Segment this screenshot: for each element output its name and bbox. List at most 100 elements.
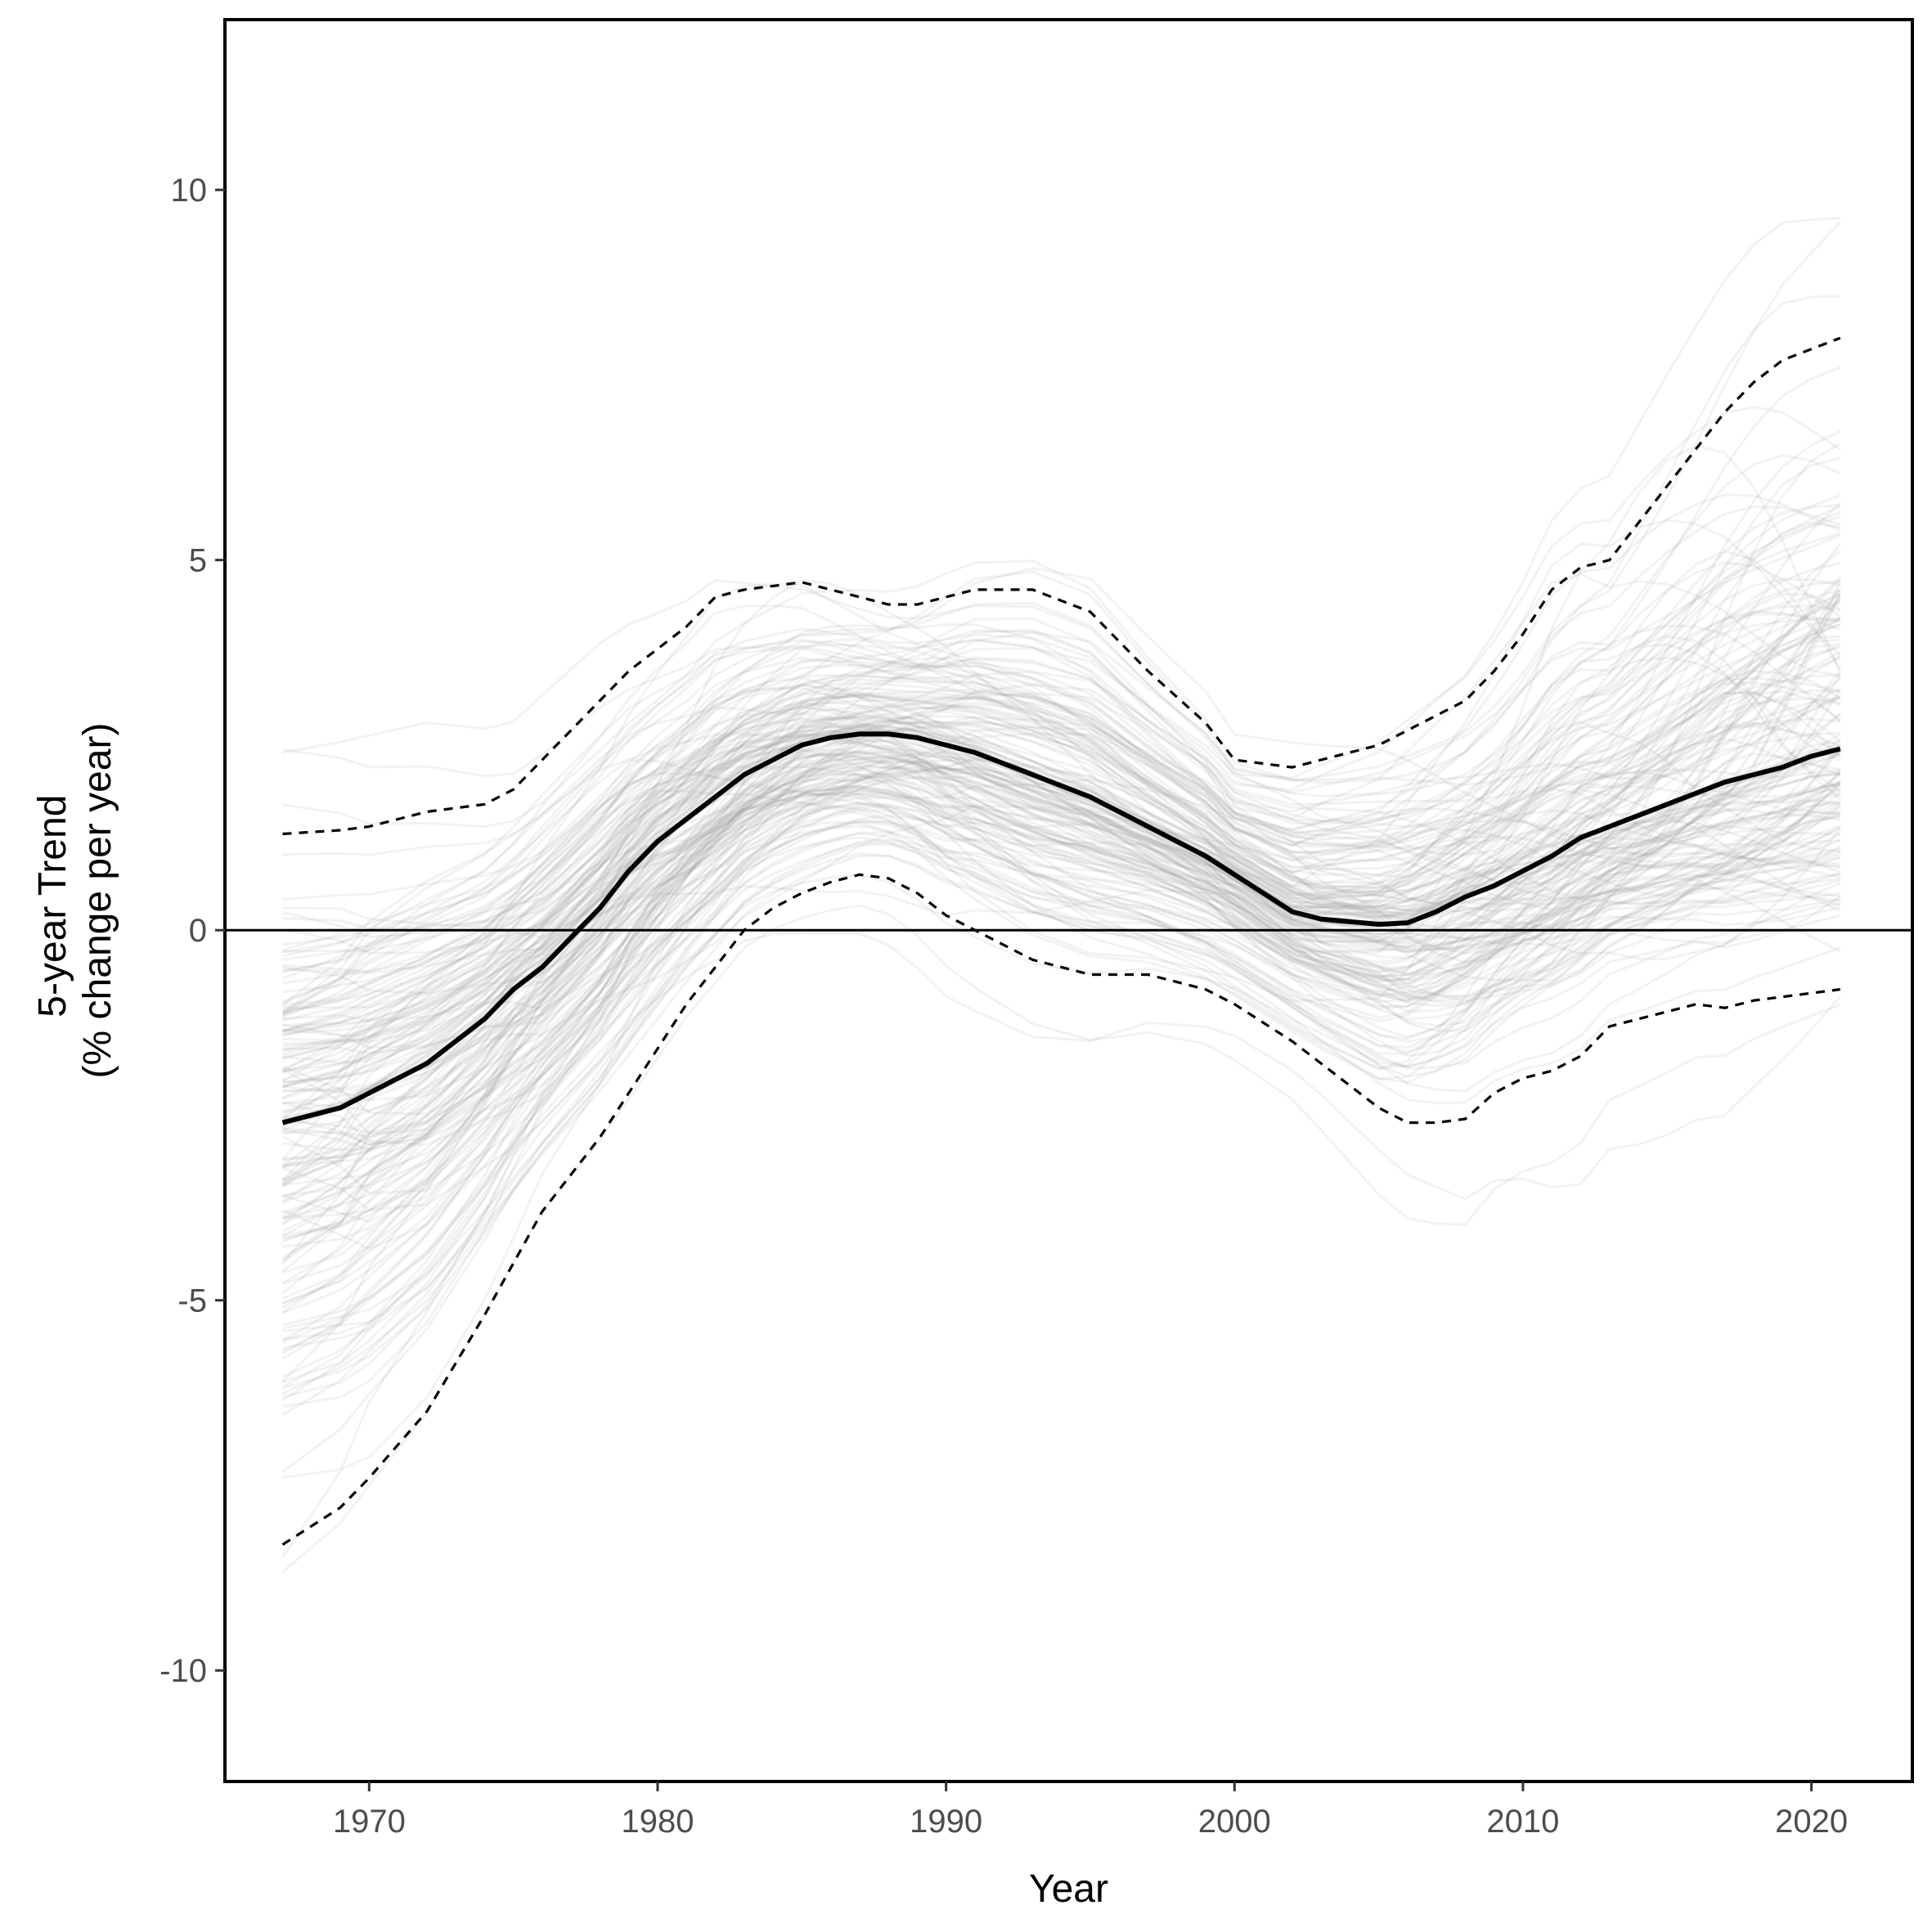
draw-line — [282, 216, 1840, 792]
draw-line — [282, 670, 1841, 1087]
draw-line — [281, 689, 1842, 1083]
draw-line — [281, 717, 1841, 1185]
draw-line — [281, 778, 1841, 1181]
draw-line — [282, 802, 1841, 1332]
upper-bound-line — [282, 336, 1841, 836]
draw-line — [281, 836, 1841, 1401]
draw-line — [282, 730, 1841, 1211]
draw-line — [282, 789, 1840, 1197]
draw-line — [282, 655, 1841, 1068]
draw-line — [282, 637, 1840, 1139]
draw-line — [282, 765, 1840, 1162]
draw-line — [282, 644, 1841, 1051]
draw-line — [282, 753, 1841, 1135]
draw-line — [282, 573, 1841, 1073]
x-tick-label: 2010 — [1486, 1804, 1559, 1840]
draw-line — [281, 758, 1841, 1218]
draw-line — [281, 750, 1841, 1355]
draw-line — [281, 444, 1842, 1135]
draw-line — [282, 697, 1841, 1089]
draw-line — [281, 752, 1841, 1132]
y-tick-label: -10 — [160, 1653, 207, 1689]
draw-line — [282, 681, 1841, 1093]
draw-line — [282, 624, 1841, 1112]
draw-line — [282, 623, 1841, 1037]
draw-line — [281, 733, 1841, 1182]
draw-line — [282, 656, 1841, 1152]
draw-line — [282, 852, 1840, 1390]
draw-line — [282, 617, 1841, 1032]
draw-line — [282, 405, 1841, 939]
draw-line — [282, 758, 1841, 1243]
draw-line — [281, 784, 1841, 1215]
draw-line — [281, 874, 1841, 1417]
draw-line — [281, 750, 1841, 1204]
draw-line — [281, 792, 1841, 1238]
draw-line — [282, 504, 1840, 953]
y-axis: -10 -5 0 5 10 — [160, 173, 225, 1689]
x-tick-label: 1990 — [910, 1804, 982, 1840]
draw-line — [282, 721, 1841, 1399]
draw-line — [282, 515, 1841, 961]
lower-bound-line — [281, 873, 1841, 1546]
draw-line — [282, 732, 1840, 1113]
draw-line — [282, 772, 1840, 1168]
median-trend — [281, 731, 1841, 1126]
draw-line — [281, 675, 1842, 1072]
draw-line — [281, 736, 1841, 1295]
draw-line — [281, 595, 1842, 1017]
draw-line — [281, 778, 1841, 1383]
y-axis-title: 5-year Trend (% change per year) — [31, 723, 119, 1079]
y-axis-title-line-2: (% change per year) — [76, 723, 119, 1079]
draw-line — [282, 757, 1841, 1341]
draw-line — [282, 622, 1841, 1036]
draw-line — [282, 732, 1841, 1119]
draw-line — [282, 695, 1840, 1248]
draw-line — [281, 752, 1841, 1259]
draw-line — [282, 691, 1841, 1146]
draw-line — [282, 639, 1840, 1048]
draw-line — [281, 542, 1842, 980]
draw-line — [281, 578, 1841, 1005]
draw-line — [282, 550, 1841, 985]
draw-line — [282, 456, 1841, 930]
draw-line — [281, 566, 1842, 1014]
y-tick-label: -5 — [177, 1283, 207, 1319]
y-tick-label: 0 — [189, 913, 207, 949]
draw-line — [281, 819, 1841, 1344]
draw-line — [281, 842, 1841, 1360]
draw-line — [282, 593, 1841, 1016]
draw-line — [281, 784, 1841, 1188]
x-axis-title: Year — [1029, 1867, 1108, 1911]
draw-line — [282, 429, 1841, 984]
draw-line — [282, 593, 1841, 1016]
draw-line — [282, 760, 1840, 1187]
draw-line — [282, 713, 1841, 1100]
draw-line — [282, 580, 1840, 1006]
x-tick-label: 1970 — [333, 1804, 406, 1840]
draw-line — [282, 589, 1841, 1013]
draw-line — [282, 769, 1840, 1285]
draw-line — [282, 748, 1840, 1146]
draw-line — [282, 704, 1841, 1160]
draw-line — [281, 749, 1841, 1127]
draw-line — [281, 765, 1841, 1181]
draw-line — [282, 577, 1841, 1009]
draw-line — [282, 610, 1841, 1042]
draw-line — [281, 575, 1841, 1003]
draw-line — [282, 505, 1841, 973]
draw-line — [282, 494, 1841, 946]
y-tick-label: 10 — [171, 173, 208, 209]
draw-line — [282, 521, 1841, 995]
draw-line — [282, 601, 1841, 1022]
draw-line — [281, 772, 1841, 1167]
draw-line — [282, 657, 1841, 1060]
draw-line — [281, 828, 1841, 1265]
draw-line — [282, 765, 1840, 1330]
draw-line — [281, 932, 1841, 1558]
draw-line — [281, 656, 1841, 1195]
draw-line — [282, 510, 1841, 958]
draw-line — [282, 719, 1840, 1166]
plot-frame — [223, 18, 1914, 1783]
